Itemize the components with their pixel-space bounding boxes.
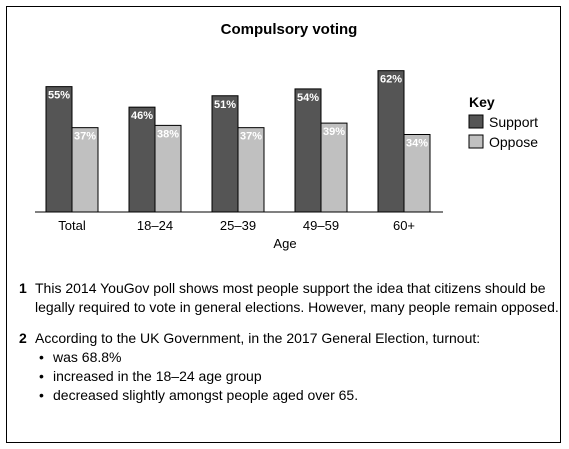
note-number: 1 <box>19 280 27 296</box>
note-text: This 2014 YouGov poll shows most people … <box>35 280 559 315</box>
note-2: 2 According to the UK Government, in the… <box>19 329 559 405</box>
data-label-support-2: 46% <box>131 110 153 122</box>
legend-title: Key <box>469 94 495 110</box>
bar-oppose-4 <box>320 122 348 213</box>
bar-chart: Compulsory voting 55% 37% 46% 38% 51% 37% 54% 3… <box>35 21 538 251</box>
x-tick-label: Total <box>58 218 86 233</box>
x-tick-label: 18–24 <box>137 218 173 233</box>
figure-frame: Compulsory voting 55% 37% 46% 38% 51% 37% 54% 3… <box>6 6 561 443</box>
bar-oppose-2 <box>154 124 182 213</box>
data-label-oppose-5: 34% <box>406 138 428 150</box>
data-label-support-1: 55% <box>48 90 70 102</box>
notes: 1 This 2014 YouGov poll shows most peopl… <box>19 279 559 405</box>
bullet-item: decreased slightly amongst people aged o… <box>35 386 480 405</box>
bar-oppose-1 <box>71 127 99 213</box>
legend-swatch-oppose <box>468 134 484 149</box>
bar-support-4 <box>294 88 322 213</box>
bar-support-1 <box>45 86 73 213</box>
data-label-support-4: 54% <box>297 92 319 104</box>
x-tick-labels: Total 18–24 25–39 49–59 60+ <box>58 218 415 233</box>
data-label-oppose-4: 39% <box>323 126 345 138</box>
x-tick-label: 60+ <box>393 218 415 233</box>
legend-swatch-support <box>468 114 484 129</box>
bars-group: 55% 37% 46% 38% 51% 37% 54% 39% 62% 34% <box>45 70 431 213</box>
bullet-item: increased in the 18–24 age group <box>35 367 480 386</box>
legend-label-oppose: Oppose <box>489 134 538 150</box>
legend-label-support: Support <box>489 114 538 130</box>
bar-support-2 <box>128 106 156 213</box>
data-label-support-3: 51% <box>214 99 236 111</box>
data-label-oppose-1: 37% <box>74 131 96 143</box>
chart-title: Compulsory voting <box>221 21 358 38</box>
data-label-oppose-2: 38% <box>157 128 179 140</box>
data-label-support-5: 62% <box>380 74 402 86</box>
bar-support-5 <box>377 70 405 213</box>
data-label-oppose-3: 37% <box>240 131 262 143</box>
note-1: 1 This 2014 YouGov poll shows most peopl… <box>19 279 559 317</box>
bar-support-3 <box>211 95 239 213</box>
legend: Key Support Oppose <box>468 94 538 150</box>
note-number: 2 <box>19 330 27 346</box>
x-tick-label: 25–39 <box>220 218 256 233</box>
bullet-list: was 68.8% increased in the 18–24 age gro… <box>35 348 480 405</box>
bullet-item: was 68.8% <box>35 348 480 367</box>
x-axis-label: Age <box>273 236 296 251</box>
x-tick-label: 49–59 <box>303 218 339 233</box>
note-text: According to the UK Government, in the 2… <box>35 330 481 346</box>
